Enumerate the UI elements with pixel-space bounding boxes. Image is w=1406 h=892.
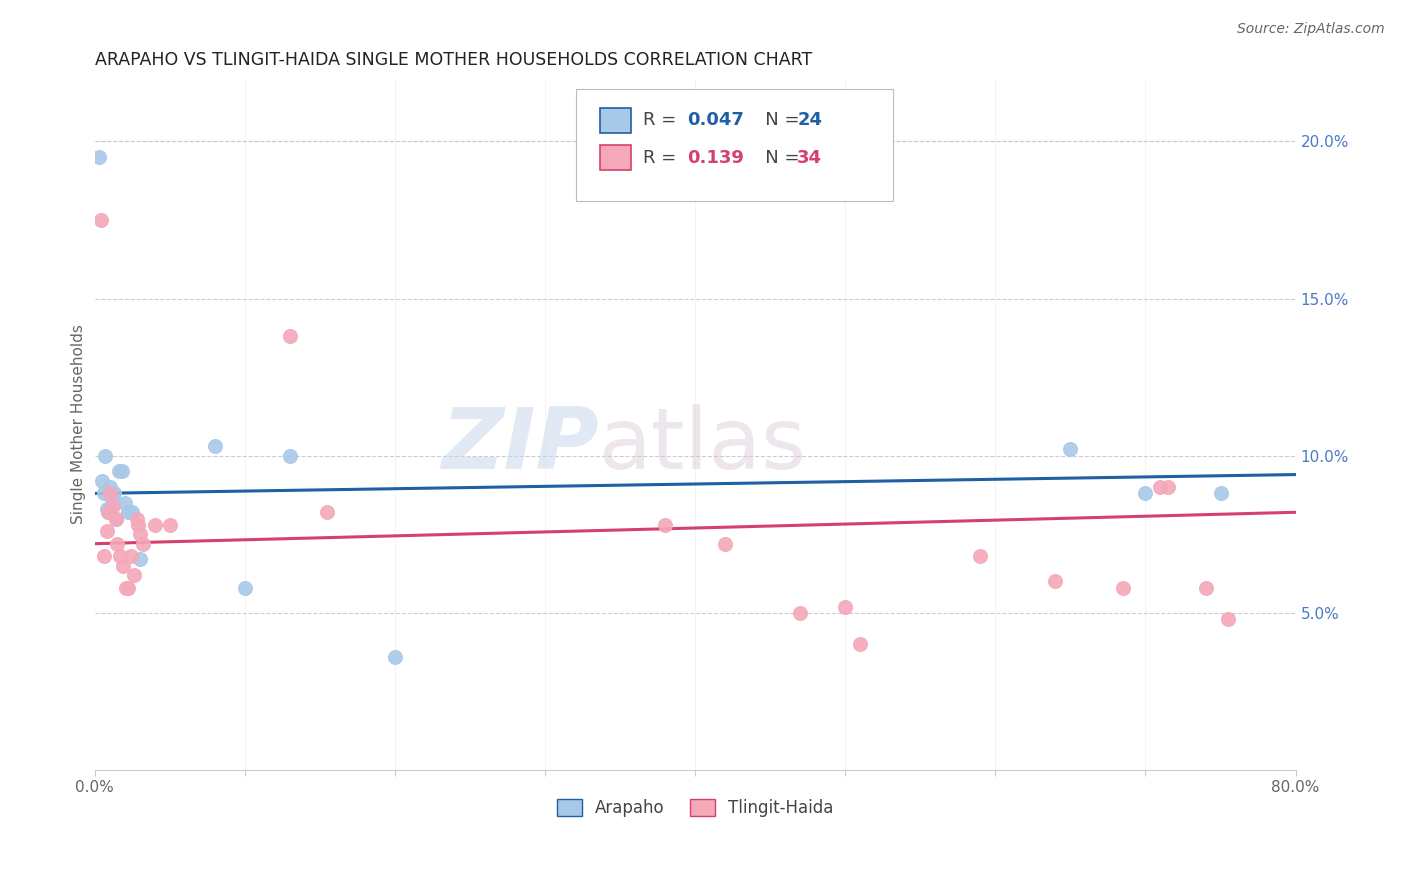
Point [94,449,117,463]
Point [128,527,150,541]
Point [122,568,145,582]
Point [834,599,856,614]
Point [143,517,166,532]
Y-axis label: Single Mother Households: Single Mother Households [72,325,86,524]
Point [93,486,115,500]
Point [98,486,121,500]
Point [233,581,256,595]
Point [110,465,132,479]
Point [97,505,120,519]
Point [204,439,226,453]
Point [1045,574,1067,589]
Point [96,524,118,538]
Point [105,537,128,551]
Point [1157,480,1180,494]
Point [104,511,127,525]
Point [114,496,136,510]
Point [969,549,991,564]
Point [115,581,138,595]
Point [117,581,139,595]
Point [159,517,181,532]
Point [96,502,118,516]
Text: N =: N = [748,112,806,129]
Point [849,637,872,651]
Point [108,549,131,564]
Point [1194,581,1216,595]
Point [278,449,301,463]
Point [93,549,115,564]
Point [316,505,339,519]
Legend: Arapaho, Tlingit-Haida: Arapaho, Tlingit-Haida [550,792,839,824]
Point [1135,486,1157,500]
Point [125,511,148,525]
Point [121,505,143,519]
Point [97,505,120,519]
Text: atlas: atlas [599,403,807,486]
Point [103,486,125,500]
Point [90,213,112,227]
Point [384,649,406,664]
Point [1216,612,1239,626]
Point [1112,581,1135,595]
Text: 0.139: 0.139 [688,149,744,167]
Point [131,537,153,551]
Point [714,537,737,551]
Text: 0.047: 0.047 [688,112,744,129]
Point [120,549,142,564]
Point [1149,480,1171,494]
Point [128,552,150,566]
Point [98,480,121,494]
Point [107,465,129,479]
Point [789,606,811,620]
Point [117,505,139,519]
Text: 34: 34 [797,149,823,167]
Point [1209,486,1232,500]
Point [87,150,110,164]
Text: Source: ZipAtlas.com: Source: ZipAtlas.com [1237,22,1385,37]
Text: ARAPAHO VS TLINGIT-HAIDA SINGLE MOTHER HOUSEHOLDS CORRELATION CHART: ARAPAHO VS TLINGIT-HAIDA SINGLE MOTHER H… [94,51,811,69]
Point [100,490,122,504]
Point [101,496,124,510]
Point [1059,442,1081,457]
Text: R =: R = [643,112,682,129]
Text: 24: 24 [797,112,823,129]
Point [112,558,135,573]
Text: N =: N = [748,149,806,167]
Text: ZIP: ZIP [441,403,599,486]
Point [104,511,127,525]
Point [101,499,124,513]
Text: R =: R = [643,149,682,167]
Point [127,517,149,532]
Point [654,517,676,532]
Point [91,474,114,488]
Point [278,329,301,343]
